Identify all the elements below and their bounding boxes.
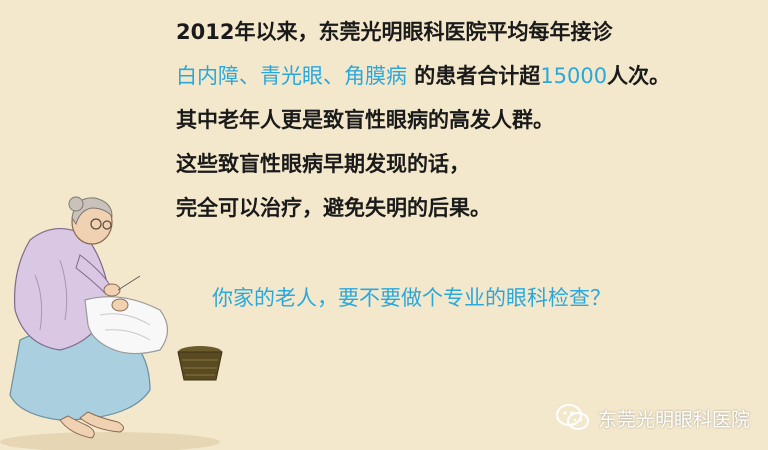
text-line-5: 完全可以治疗，避免失明的后果。 [176, 196, 491, 220]
text-line-4: 这些致盲性眼病早期发现的话， [176, 152, 470, 176]
disease-highlight: 白内障、青光眼、角膜病 [176, 64, 407, 88]
eye-check-question: 你家的老人，要不要做个专业的眼科检查？ [212, 286, 611, 310]
elderly-woman-sewing-illustration [0, 196, 223, 450]
text-line-2-mid: 的患者合计超 [407, 64, 541, 88]
text-line-2: 白内障、青光眼、角膜病 的患者合计超15000人次。 [176, 54, 766, 98]
text-line-2-end: 人次。 [607, 64, 671, 88]
wechat-icon [555, 404, 589, 430]
watermark-text: 东莞光明眼科医院 [597, 408, 750, 431]
patient-count: 15000 [540, 64, 608, 88]
text-line-1: 2012年以来，东莞光明眼科医院平均每年接诊 [176, 20, 613, 44]
main-text-block: 2012年以来，东莞光明眼科医院平均每年接诊 白内障、青光眼、角膜病 的患者合计… [176, 10, 766, 230]
text-line-3: 其中老年人更是致盲性眼病的高发人群。 [176, 108, 554, 132]
wechat-watermark: 东莞光明眼科医院 [555, 404, 750, 432]
